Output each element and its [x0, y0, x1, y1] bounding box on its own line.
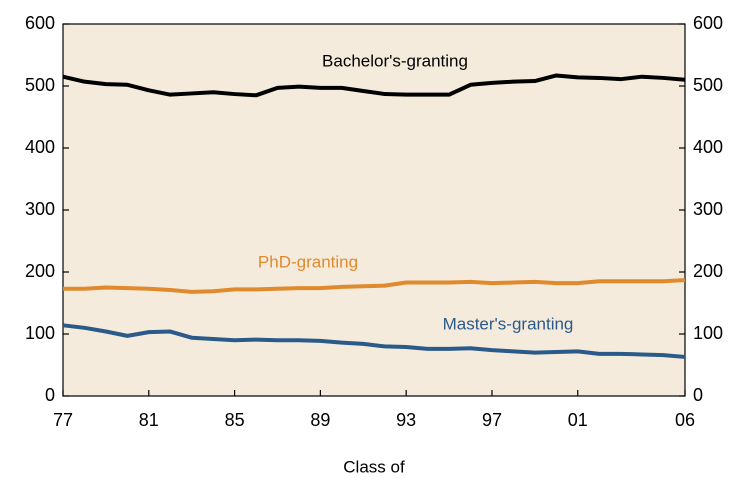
- plot-area: [62, 23, 686, 397]
- y2-tick-label: 0: [693, 385, 703, 405]
- y2-tick-label: 300: [693, 199, 723, 219]
- y-tick-label: 0: [45, 385, 55, 405]
- series-line: [62, 73, 686, 98]
- x-axis-label: Class of: [343, 457, 405, 476]
- y-tick-label: 300: [25, 199, 55, 219]
- x-tick-label: 81: [139, 410, 159, 430]
- y-tick-label: 200: [25, 261, 55, 281]
- y2-tick-label: 500: [693, 75, 723, 95]
- y2-tick-label: 100: [693, 323, 723, 343]
- x-tick-label: 89: [310, 410, 330, 430]
- y2-tick-label: 200: [693, 261, 723, 281]
- y-tick-label: 400: [25, 137, 55, 157]
- y-tick-label: 100: [25, 323, 55, 343]
- series-line: [62, 323, 686, 359]
- y-tick-label: 600: [25, 13, 55, 33]
- x-tick-label: 93: [396, 410, 416, 430]
- series-label: Bachelor's-granting: [322, 51, 468, 70]
- x-tick-label: 01: [568, 410, 588, 430]
- x-tick-label: 85: [225, 410, 245, 430]
- y-tick-label: 500: [25, 75, 55, 95]
- x-tick-label: 06: [675, 410, 695, 430]
- x-tick-label: 77: [53, 410, 73, 430]
- x-tick-label: 97: [482, 410, 502, 430]
- series-label: PhD-granting: [258, 252, 358, 271]
- y2-tick-label: 400: [693, 137, 723, 157]
- y2-tick-label: 600: [693, 13, 723, 33]
- series-line: [63, 278, 686, 294]
- series-label: Master's-granting: [443, 314, 574, 333]
